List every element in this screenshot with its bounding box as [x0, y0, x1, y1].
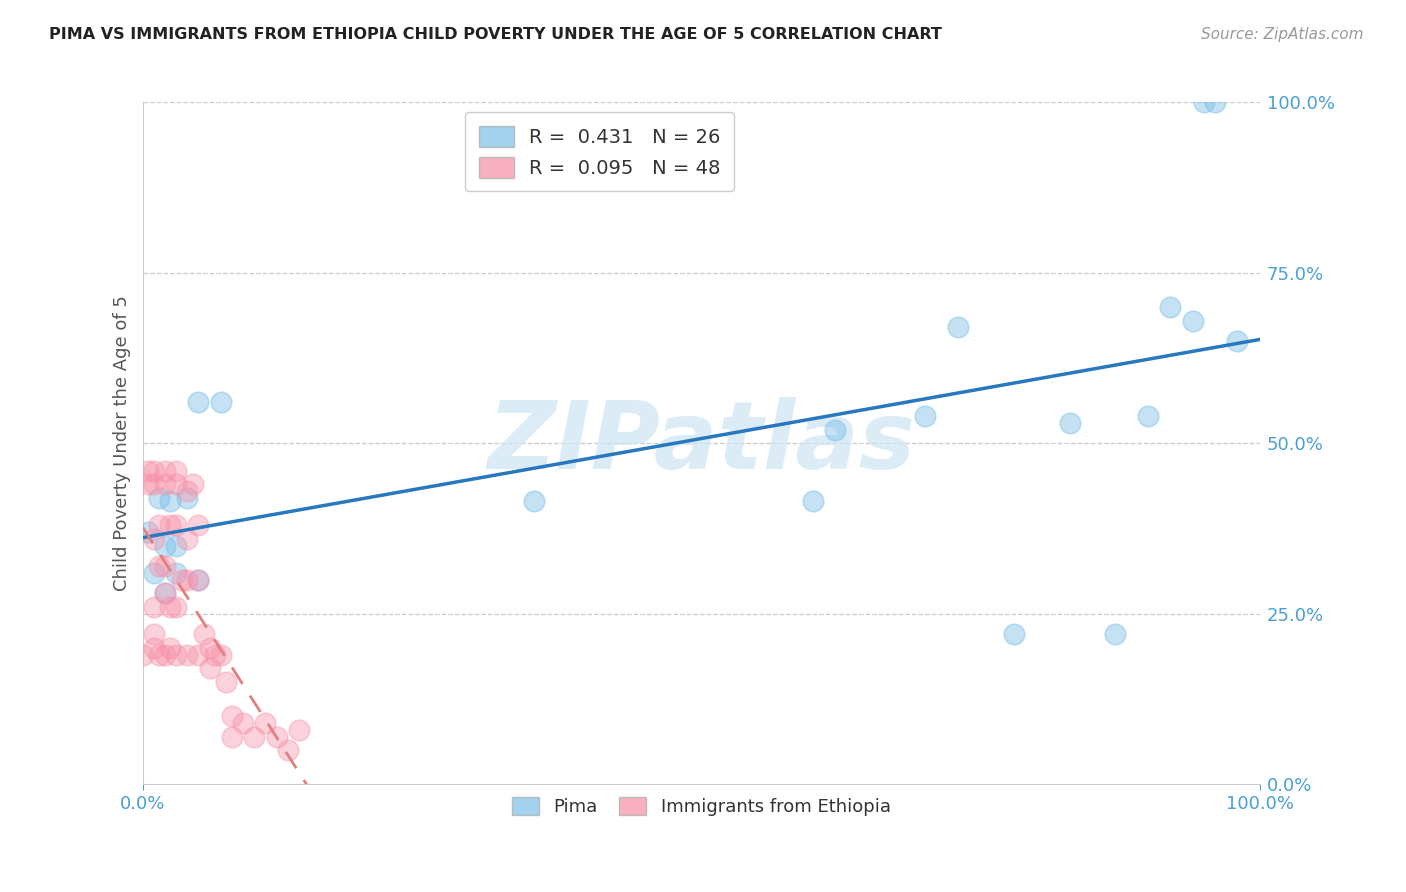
Point — [187, 573, 209, 587]
Point — [1192, 95, 1215, 110]
Point — [266, 730, 288, 744]
Point — [914, 409, 936, 423]
Point — [142, 532, 165, 546]
Point — [165, 464, 187, 478]
Point — [198, 661, 221, 675]
Point — [142, 640, 165, 655]
Point — [165, 477, 187, 491]
Point — [1181, 313, 1204, 327]
Point — [165, 518, 187, 533]
Point — [1137, 409, 1160, 423]
Point — [193, 627, 215, 641]
Point — [288, 723, 311, 737]
Point — [1204, 95, 1226, 110]
Point — [176, 573, 198, 587]
Point — [153, 539, 176, 553]
Point — [209, 395, 232, 409]
Point — [159, 518, 181, 533]
Point — [165, 648, 187, 662]
Point — [1059, 416, 1081, 430]
Y-axis label: Child Poverty Under the Age of 5: Child Poverty Under the Age of 5 — [114, 295, 131, 591]
Point — [170, 573, 193, 587]
Point — [131, 648, 153, 662]
Point — [148, 518, 170, 533]
Point — [153, 586, 176, 600]
Point — [187, 648, 209, 662]
Point — [148, 559, 170, 574]
Point — [198, 640, 221, 655]
Point — [142, 600, 165, 615]
Point — [187, 573, 209, 587]
Point — [824, 423, 846, 437]
Text: PIMA VS IMMIGRANTS FROM ETHIOPIA CHILD POVERTY UNDER THE AGE OF 5 CORRELATION CH: PIMA VS IMMIGRANTS FROM ETHIOPIA CHILD P… — [49, 27, 942, 42]
Point — [153, 477, 176, 491]
Point — [215, 675, 238, 690]
Point — [277, 743, 299, 757]
Point — [232, 716, 254, 731]
Point — [176, 648, 198, 662]
Point — [165, 600, 187, 615]
Point — [142, 566, 165, 580]
Point — [159, 494, 181, 508]
Point — [142, 477, 165, 491]
Point — [946, 320, 969, 334]
Point — [142, 627, 165, 641]
Point — [187, 518, 209, 533]
Point — [801, 494, 824, 508]
Point — [136, 477, 159, 491]
Point — [165, 539, 187, 553]
Point — [1226, 334, 1249, 348]
Point — [176, 532, 198, 546]
Point — [221, 709, 243, 723]
Point — [165, 566, 187, 580]
Point — [159, 600, 181, 615]
Point — [187, 395, 209, 409]
Point — [176, 484, 198, 499]
Point — [136, 524, 159, 539]
Point — [136, 464, 159, 478]
Text: Source: ZipAtlas.com: Source: ZipAtlas.com — [1201, 27, 1364, 42]
Point — [523, 494, 546, 508]
Point — [176, 491, 198, 505]
Point — [148, 648, 170, 662]
Point — [209, 648, 232, 662]
Point — [148, 491, 170, 505]
Point — [1159, 300, 1181, 314]
Point — [1104, 627, 1126, 641]
Point — [153, 648, 176, 662]
Point — [181, 477, 204, 491]
Point — [254, 716, 277, 731]
Point — [1002, 627, 1025, 641]
Point — [153, 586, 176, 600]
Point — [204, 648, 226, 662]
Legend: Pima, Immigrants from Ethiopia: Pima, Immigrants from Ethiopia — [505, 789, 898, 823]
Point — [153, 559, 176, 574]
Point — [221, 730, 243, 744]
Point — [243, 730, 266, 744]
Text: ZIPatlas: ZIPatlas — [486, 397, 915, 490]
Point — [159, 640, 181, 655]
Point — [142, 464, 165, 478]
Point — [153, 464, 176, 478]
